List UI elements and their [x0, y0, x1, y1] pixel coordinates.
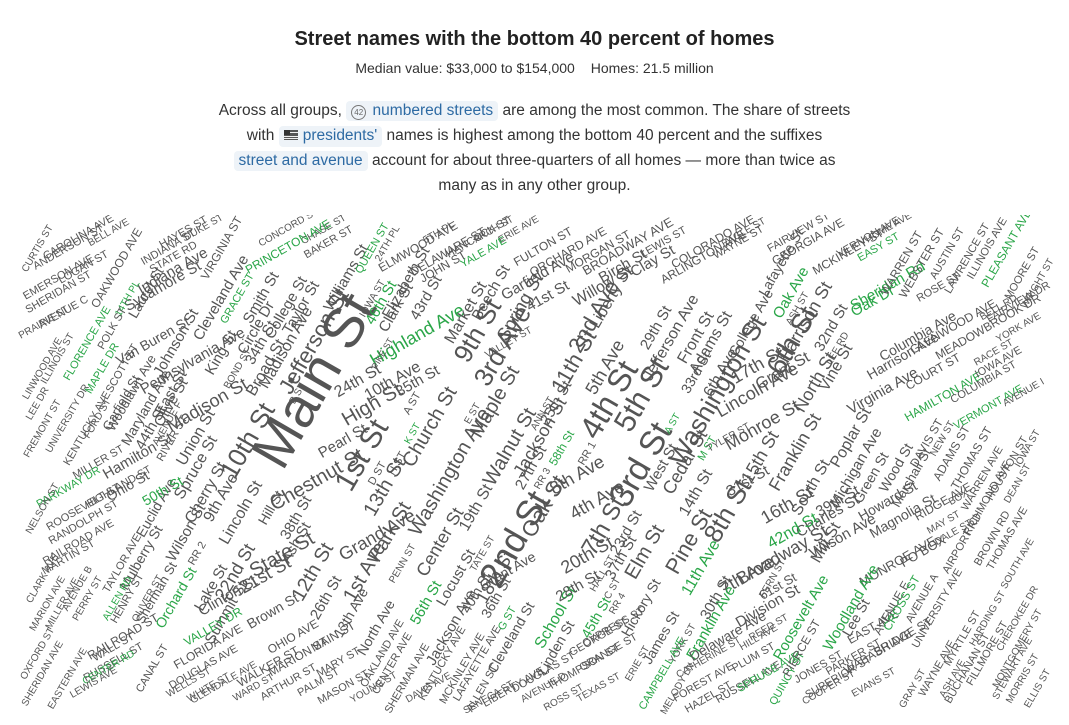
street-and-avenue-label: street and avenue — [238, 152, 363, 169]
numbered-streets-chip[interactable]: 42 numbered streets — [346, 101, 499, 121]
page-title: Street names with the bottom 40 percent … — [294, 28, 775, 50]
desc-text-2: are among the most common. The share of … — [246, 102, 851, 144]
numbered-streets-label: numbered streets — [372, 102, 494, 119]
presidents-label: presidents' — [302, 127, 378, 144]
presidents-chip[interactable]: presidents' — [278, 126, 383, 147]
number-42-icon: 42 — [351, 105, 367, 120]
median-value: Median value: $33,000 to $154,000 — [355, 60, 575, 76]
street-name-word: Brown St — [244, 589, 301, 631]
description: Across all groups, 42 numbered streets a… — [0, 98, 1069, 198]
flag-icon — [283, 130, 301, 143]
street-name-word: 19th St — [456, 481, 496, 534]
street-and-avenue-chip[interactable]: street and avenue — [233, 151, 368, 171]
desc-text-3: names is highest among the bottom 40 per… — [386, 127, 823, 144]
desc-text-4: account for about three-quarters of all … — [371, 152, 836, 194]
desc-text-1: Across all groups, — [218, 102, 342, 119]
chart-subtitle: Median value: $33,000 to $154,000 Homes:… — [0, 60, 1069, 76]
homes-count: Homes: 21.5 million — [590, 60, 714, 76]
